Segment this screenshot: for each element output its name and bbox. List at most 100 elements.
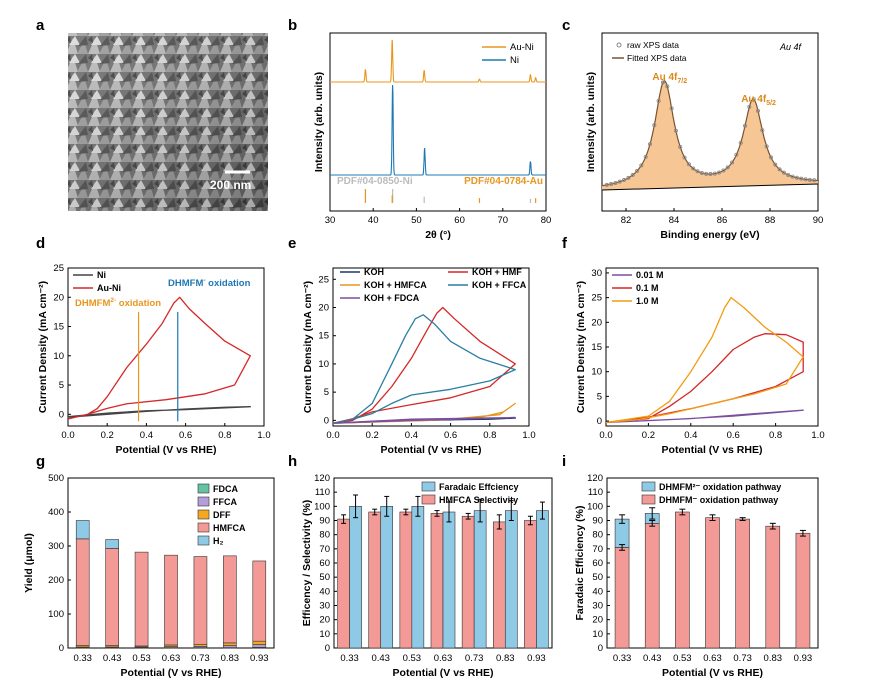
cv-series-line xyxy=(67,406,251,418)
xps-raw-point xyxy=(725,165,730,170)
x-axis-label: Potential (V vs RHE) xyxy=(662,667,763,679)
cv-series-line xyxy=(67,296,251,420)
bar-segment xyxy=(765,525,781,649)
xps-raw-point xyxy=(669,106,674,111)
x-tick-label: 80 xyxy=(541,215,552,226)
xps-raw-point xyxy=(751,97,756,102)
xps-raw-point xyxy=(756,108,761,113)
xps-raw-point xyxy=(699,170,704,175)
xps-raw-point xyxy=(622,178,627,183)
legend-swatch xyxy=(197,522,210,533)
legend-label: DFF xyxy=(213,510,231,520)
xps-raw-point xyxy=(764,144,769,149)
bar-segment xyxy=(193,556,208,645)
legend-label: raw XPS data xyxy=(627,40,679,50)
x-tick-label: 0.4 xyxy=(684,430,697,441)
cv-chart-d: 0.0 0.2 0.4 0.6 0.8 1.0 0 5 10 15 20 25 Potential (V… xyxy=(37,263,271,456)
x-tick-label: 0.33 xyxy=(73,653,92,664)
legend-label: DHMFM²⁻ oxidation pathway xyxy=(659,482,781,492)
y-tick-label: 20 xyxy=(318,303,329,314)
y-tick-label: 25 xyxy=(318,274,329,285)
x-tick-label: 0.4 xyxy=(405,430,418,441)
bar-segment xyxy=(735,518,750,649)
x-tick-label: 0.0 xyxy=(599,430,612,441)
legend-label: Au-Ni xyxy=(510,42,534,53)
xps-raw-point xyxy=(807,177,812,182)
y-tick-label: 15 xyxy=(53,322,64,333)
x-tick-label: 88 xyxy=(765,215,776,226)
legend-swatch xyxy=(616,42,622,48)
x-tick-label: 0.2 xyxy=(366,430,379,441)
xps-raw-point xyxy=(660,80,665,85)
xps-raw-point xyxy=(682,155,687,160)
x-tick-label: 0.83 xyxy=(496,653,515,664)
xps-raw-point xyxy=(613,180,618,185)
bar xyxy=(411,506,425,649)
xps-raw-point xyxy=(635,169,640,174)
legend-label: Au-Ni xyxy=(97,283,121,293)
cv-series-line xyxy=(332,314,516,424)
xps-raw-point xyxy=(790,174,795,179)
x-tick-label: 0.8 xyxy=(483,430,496,441)
y-tick-label: 60 xyxy=(319,558,330,569)
legend-swatch xyxy=(197,496,210,507)
legend-label: HMFCA xyxy=(213,523,246,533)
xps-raw-point xyxy=(712,171,717,176)
xps-raw-point xyxy=(708,172,713,177)
panel-label-c: c xyxy=(562,17,570,34)
xps-raw-point xyxy=(639,163,644,168)
x-tick-label: 0.73 xyxy=(191,653,210,664)
xps-raw-point xyxy=(803,177,808,182)
x-tick-label: 40 xyxy=(368,215,379,226)
x-tick-label: 0.73 xyxy=(465,653,484,664)
legend-swatch xyxy=(197,535,210,546)
panel-label-b: b xyxy=(288,17,297,34)
xps-raw-point xyxy=(643,154,648,159)
x-tick-label: 0.53 xyxy=(132,653,151,664)
y-axis-label: Intensity (arb. units) xyxy=(313,72,325,172)
efficiency-chart: 0 10 20 30 40 50 60 70 80 90 100 110 120 0.33 0.43 0.53… xyxy=(301,473,553,679)
x-tick-label: 0.63 xyxy=(703,653,722,664)
cv-series-line xyxy=(332,416,516,424)
cv-series-line xyxy=(605,333,804,424)
legend-swatch xyxy=(197,509,210,520)
x-tick-label: 0.53 xyxy=(673,653,692,664)
y-tick-label: 50 xyxy=(319,572,330,583)
xps-raw-point xyxy=(678,144,683,149)
panel-label-d: d xyxy=(36,235,45,252)
x-tick-label: 0.6 xyxy=(444,430,457,441)
y-tick-label: 70 xyxy=(319,544,330,555)
y-tick-label: 110 xyxy=(588,487,603,498)
bar-segment xyxy=(105,548,119,646)
y-tick-label: 0 xyxy=(598,643,603,654)
x-tick-label: 0.6 xyxy=(727,430,740,441)
x-tick-label: 0.93 xyxy=(794,653,813,664)
x-axis-label: Potential (V vs RHE) xyxy=(381,444,482,456)
legend-label: FFCA xyxy=(213,497,237,507)
xps-raw-point xyxy=(656,98,661,103)
y-tick-label: 10 xyxy=(319,629,330,640)
y-tick-label: 10 xyxy=(592,629,603,640)
xps-raw-point xyxy=(721,168,726,173)
y-tick-label: 90 xyxy=(319,516,330,527)
bar-segment xyxy=(105,539,119,549)
x-tick-label: 1.0 xyxy=(811,430,824,441)
x-axis-label: Binding energy (eV) xyxy=(660,229,759,241)
legend-label: KOH xyxy=(364,267,384,277)
x-tick-label: 84 xyxy=(669,215,680,226)
legend-label: Ni xyxy=(97,270,106,280)
bar-segment xyxy=(223,642,237,646)
panel-label-e: e xyxy=(288,235,296,252)
y-tick-label: 80 xyxy=(319,530,330,541)
bar-segment xyxy=(252,560,267,642)
xps-raw-point xyxy=(760,128,765,133)
y-tick-label: 15 xyxy=(318,331,329,342)
x-tick-label: 0.73 xyxy=(733,653,752,664)
y-tick-label: 10 xyxy=(53,351,64,362)
y-tick-label: 20 xyxy=(591,317,602,328)
y-tick-label: 200 xyxy=(48,575,64,586)
reference-label: PDF#04-0850-Ni xyxy=(337,176,413,187)
sem-image: 200 nm xyxy=(68,33,268,211)
y-tick-label: 50 xyxy=(592,572,603,583)
xps-raw-point xyxy=(812,178,817,183)
